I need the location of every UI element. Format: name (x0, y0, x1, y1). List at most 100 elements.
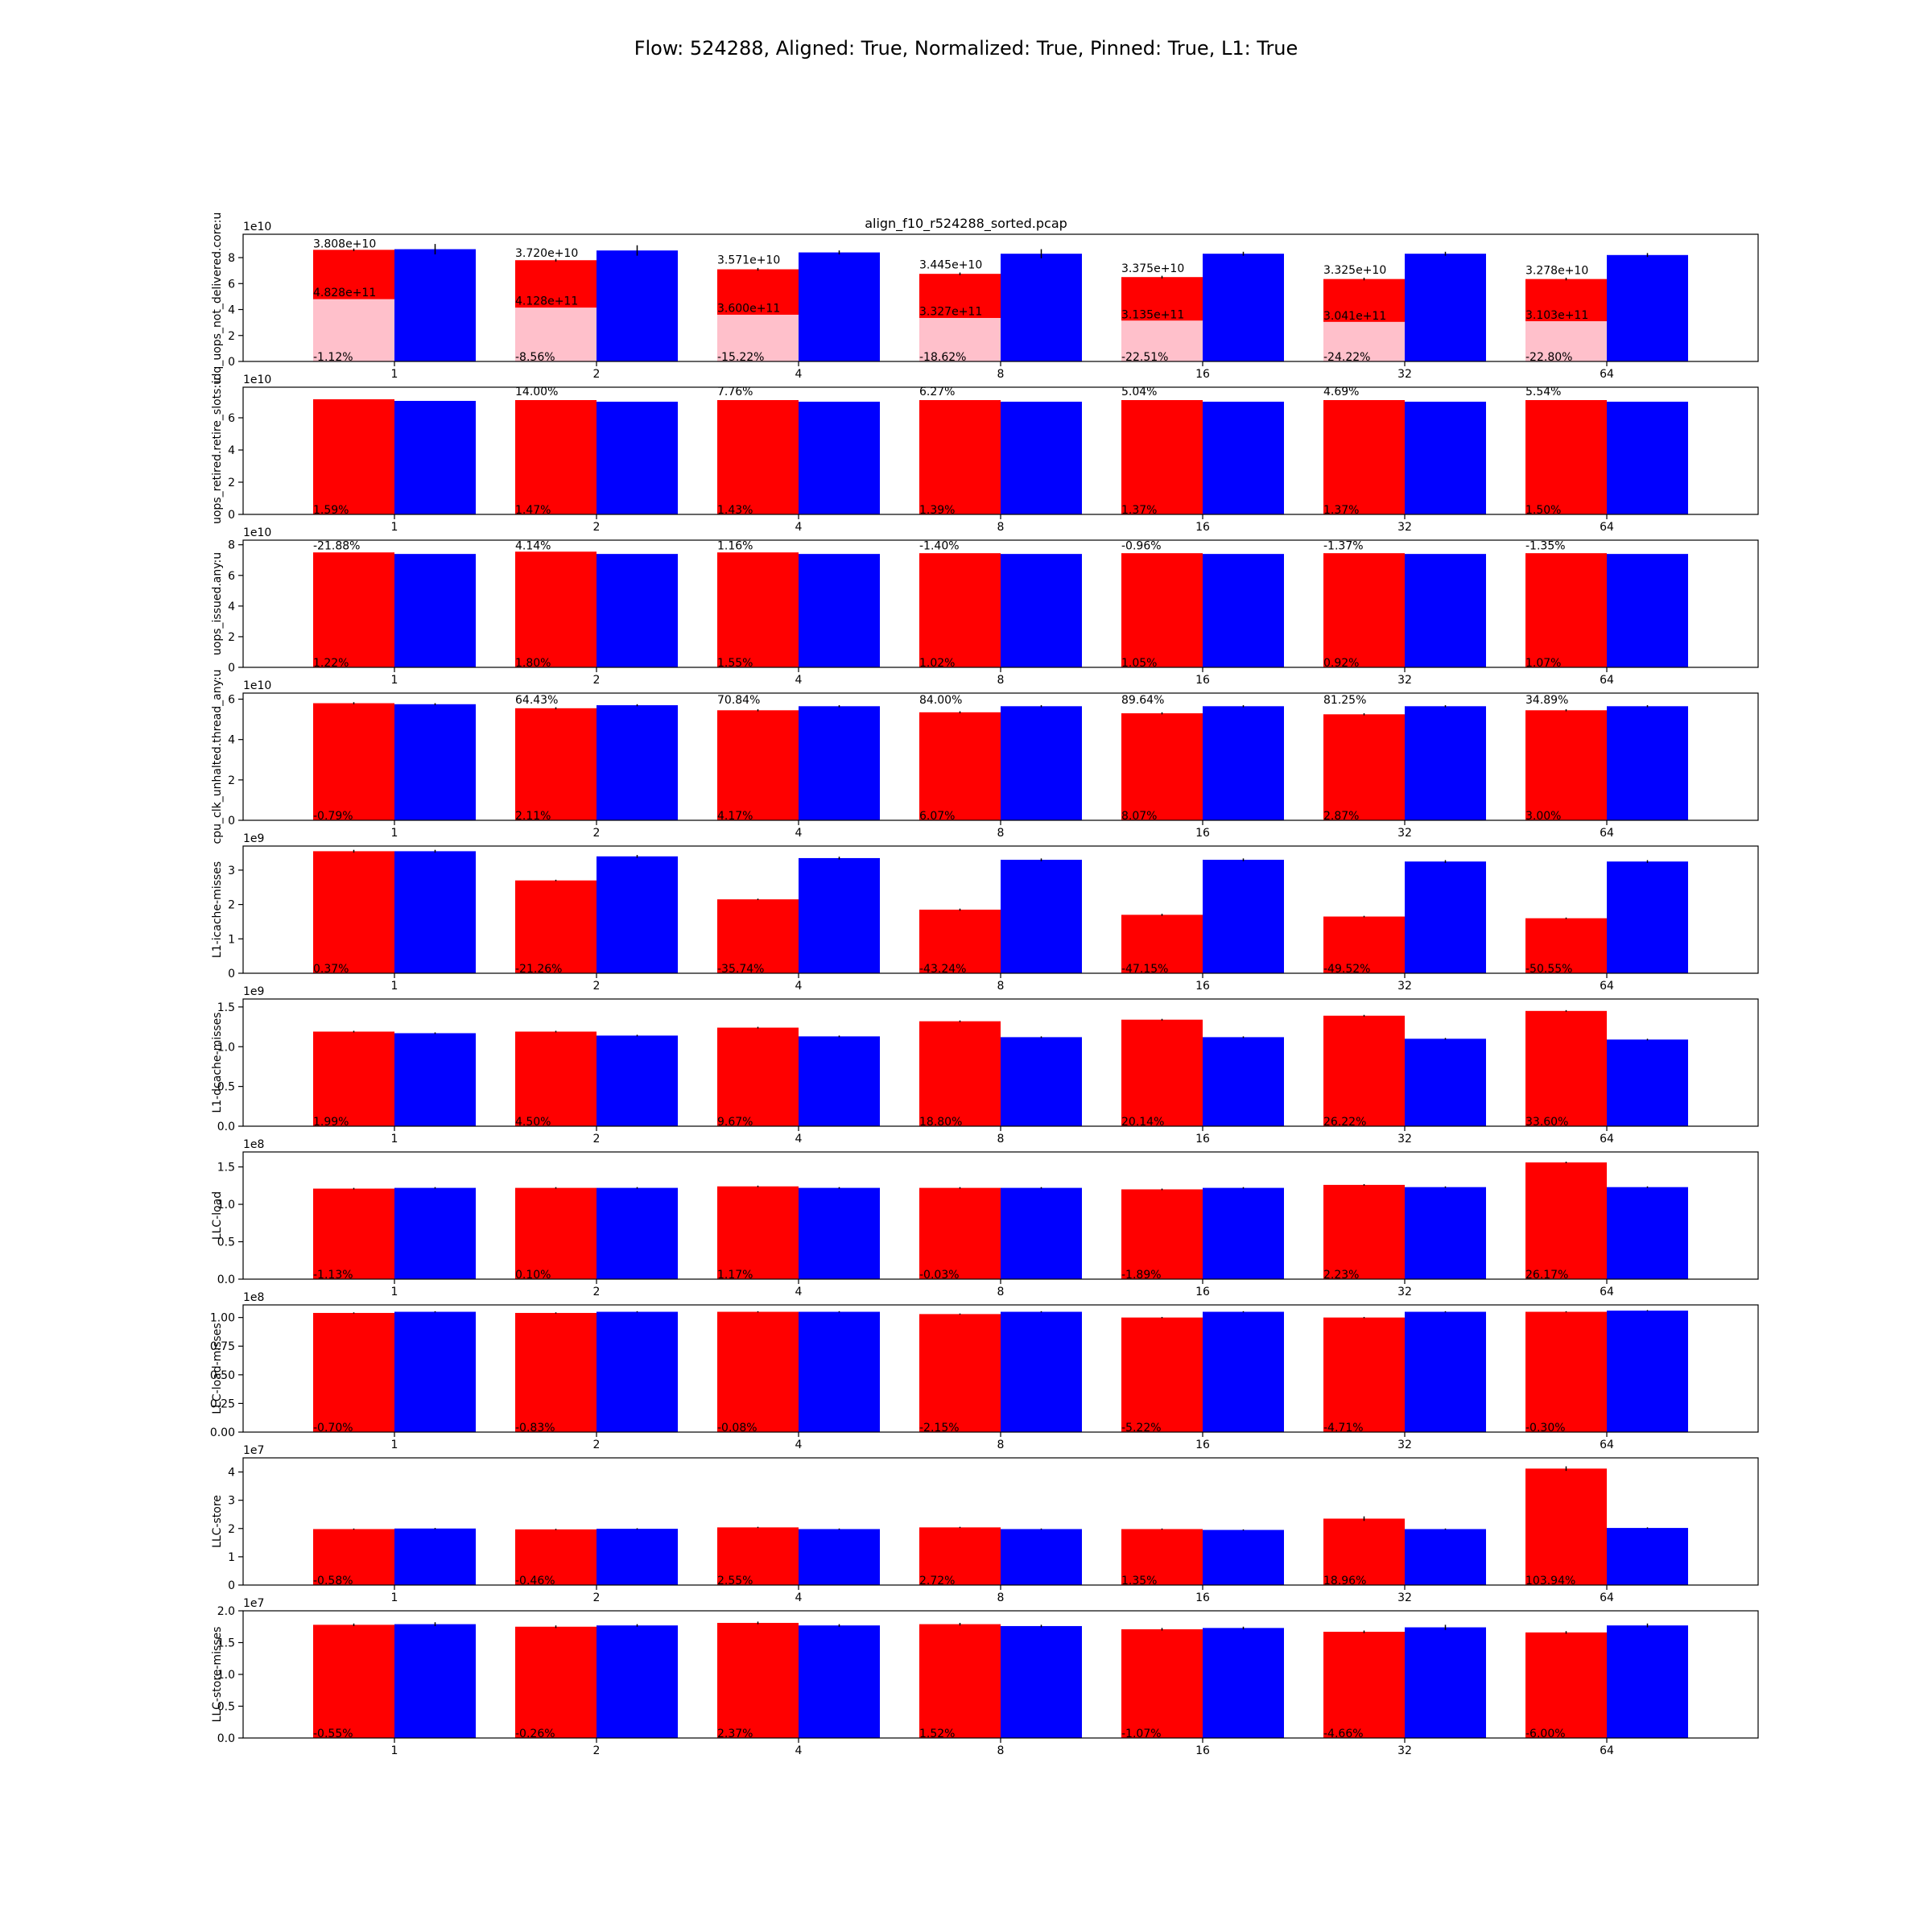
bar-red-4 (717, 899, 799, 973)
bar-red-8 (919, 1624, 1001, 1738)
bar-red-4 (717, 1311, 799, 1432)
bar-blue-8 (1001, 1625, 1082, 1738)
x-tick-label: 16 (1195, 521, 1210, 534)
x-tick-label: 64 (1600, 1591, 1614, 1604)
bar-red-8 (919, 1187, 1001, 1279)
bar-blue-4 (799, 1625, 880, 1738)
bar-annotation-bottom: 0.37% (313, 963, 349, 976)
bar-pink-64 (1525, 321, 1607, 361)
x-tick-label: 64 (1600, 1133, 1614, 1146)
bar-blue-64 (1607, 861, 1688, 973)
bar-red-16 (1121, 1019, 1203, 1126)
bar-red-2 (515, 1529, 597, 1585)
bar-annotation-bottom: -24.22% (1323, 351, 1370, 364)
y-offset-label: 1e9 (243, 832, 264, 845)
bar-blue-32 (1405, 1038, 1486, 1126)
bar-red-16 (1121, 713, 1203, 820)
x-tick-label: 8 (997, 827, 1005, 840)
bar-annotation-bottom: 2.87% (1323, 810, 1359, 823)
bar-blue-64 (1607, 1528, 1688, 1585)
bar-red-4 (717, 1027, 799, 1126)
y-tick-label: 0 (228, 662, 235, 675)
x-tick-label: 8 (997, 1744, 1005, 1757)
bar-annotation-top: -0.96% (1121, 539, 1162, 552)
bar-annotation-bottom: -4.71% (1323, 1422, 1364, 1435)
x-tick-label: 2 (593, 980, 601, 993)
y-tick-label: 0.0 (217, 1732, 235, 1745)
bar-annotation-bottom: 4.50% (515, 1116, 551, 1129)
bar-annotation-bottom: -1.12% (313, 351, 353, 364)
bar-red-64 (1525, 1632, 1607, 1738)
x-tick-label: 8 (997, 980, 1005, 993)
x-tick-label: 2 (593, 368, 601, 381)
bar-annotation-bottom: 0.10% (515, 1269, 551, 1282)
bar-blue-16 (1203, 1187, 1284, 1279)
x-tick-label: 16 (1195, 1744, 1210, 1757)
x-tick-label: 4 (795, 827, 803, 840)
y-tick-label: 3 (228, 865, 235, 877)
y-tick-label: 0 (228, 1579, 235, 1592)
y-axis-label: cpu_clk_unhalted.thread_any:u (211, 670, 224, 844)
x-tick-label: 64 (1600, 1439, 1614, 1451)
y-tick-label: 0.75 (210, 1340, 235, 1353)
bar-blue-8 (1001, 1187, 1082, 1279)
bar-annotation-bottom: 33.60% (1525, 1116, 1568, 1129)
bar-annotation-top: 7.76% (717, 386, 753, 398)
y-tick-label: 4 (228, 1467, 235, 1480)
bar-red-2 (515, 708, 597, 820)
bar-annotation-top: 14.00% (515, 386, 558, 398)
y-tick-label: 1.5 (217, 1637, 235, 1650)
x-tick-label: 8 (997, 1286, 1005, 1298)
x-tick-label: 8 (997, 521, 1005, 534)
bar-blue-1 (394, 554, 476, 667)
bar-blue-64 (1607, 254, 1688, 361)
bar-blue-2 (597, 554, 678, 667)
y-tick-label: 0.5 (217, 1236, 235, 1249)
x-tick-label: 64 (1600, 521, 1614, 534)
y-tick-label: 0 (228, 356, 235, 369)
bar-annotation-top: 70.84% (717, 694, 760, 707)
bar-blue-2 (597, 250, 678, 361)
bar-annotation-bottom: -0.55% (313, 1728, 353, 1740)
bar-red-8 (919, 1314, 1001, 1432)
bar-annotation-mid: 4.828e+11 (313, 287, 376, 299)
bar-red-32 (1323, 714, 1405, 820)
y-tick-label: 0.50 (210, 1369, 235, 1382)
bar-blue-32 (1405, 1311, 1486, 1432)
bar-pink-1 (313, 299, 394, 361)
bar-annotation-bottom: -1.07% (1121, 1728, 1162, 1740)
bar-blue-32 (1405, 861, 1486, 973)
bar-red-16 (1121, 1629, 1203, 1738)
y-axis-label: L1-icache-misses (211, 861, 224, 958)
x-tick-label: 1 (391, 1133, 398, 1146)
y-tick-label: 0.00 (210, 1426, 235, 1439)
x-tick-label: 16 (1195, 980, 1210, 993)
bar-blue-8 (1001, 1529, 1082, 1585)
x-tick-label: 4 (795, 1133, 803, 1146)
bar-red-64 (1525, 400, 1607, 514)
bar-red-1 (313, 399, 394, 514)
y-tick-label: 6 (228, 278, 235, 291)
panel-4: 0 2 4 6 1 2 4 8 16 32 64 1e10 cpu_clk_unhalted.threa… (211, 670, 1759, 844)
y-axis-label: LLC-load-misses (211, 1323, 224, 1414)
bar-blue-64 (1607, 554, 1688, 667)
bar-red-1 (313, 552, 394, 667)
bar-annotation-bottom: 2.72% (919, 1575, 955, 1587)
bar-annotation-bottom: 6.07% (919, 810, 955, 823)
bar-annotation-bottom: -50.55% (1525, 963, 1572, 976)
bar-annotation-bottom: 3.00% (1525, 810, 1561, 823)
x-tick-label: 2 (593, 827, 601, 840)
x-tick-label: 32 (1397, 1286, 1412, 1298)
bar-annotation-bottom: 103.94% (1525, 1575, 1575, 1587)
bar-red-2 (515, 1187, 597, 1279)
bar-red-4 (717, 710, 799, 820)
bar-annotation-top: 3.375e+10 (1121, 262, 1184, 275)
x-tick-label: 16 (1195, 1133, 1210, 1146)
bar-red-64 (1525, 1162, 1607, 1279)
bar-blue-32 (1405, 1627, 1486, 1738)
y-offset-label: 1e8 (243, 1291, 264, 1304)
y-tick-label: 1.0 (217, 1199, 235, 1212)
y-axis-label: LLC-store (211, 1495, 224, 1548)
bar-red-4 (717, 552, 799, 667)
figure-suptitle: Flow: 524288, Aligned: True, Normalized:… (634, 37, 1298, 60)
